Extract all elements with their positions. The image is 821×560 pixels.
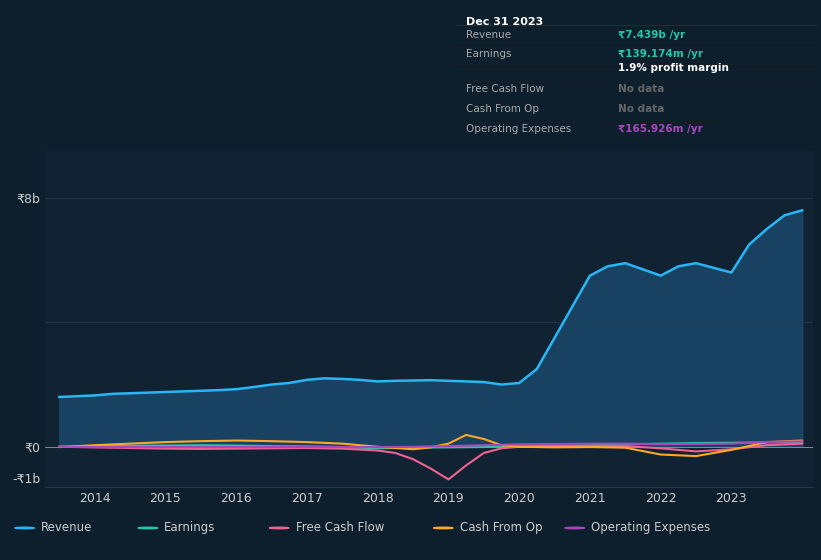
Circle shape (269, 527, 289, 529)
Text: Operating Expenses: Operating Expenses (466, 124, 571, 134)
Text: Dec 31 2023: Dec 31 2023 (466, 17, 544, 27)
Text: ₹165.926m /yr: ₹165.926m /yr (618, 124, 703, 134)
Text: Earnings: Earnings (466, 49, 512, 59)
Text: ₹139.174m /yr: ₹139.174m /yr (618, 49, 704, 59)
Circle shape (565, 527, 585, 529)
Text: Cash From Op: Cash From Op (466, 104, 539, 114)
Text: Revenue: Revenue (466, 30, 511, 40)
Circle shape (138, 527, 158, 529)
Text: No data: No data (618, 83, 664, 94)
Text: Free Cash Flow: Free Cash Flow (466, 83, 544, 94)
Circle shape (433, 527, 453, 529)
Text: Free Cash Flow: Free Cash Flow (296, 521, 384, 534)
Circle shape (15, 527, 34, 529)
Text: 1.9% profit margin: 1.9% profit margin (618, 63, 729, 73)
Text: Operating Expenses: Operating Expenses (591, 521, 710, 534)
Text: Cash From Op: Cash From Op (460, 521, 542, 534)
Text: Earnings: Earnings (164, 521, 216, 534)
Text: ₹7.439b /yr: ₹7.439b /yr (618, 30, 686, 40)
Text: Revenue: Revenue (41, 521, 93, 534)
Text: No data: No data (618, 104, 664, 114)
